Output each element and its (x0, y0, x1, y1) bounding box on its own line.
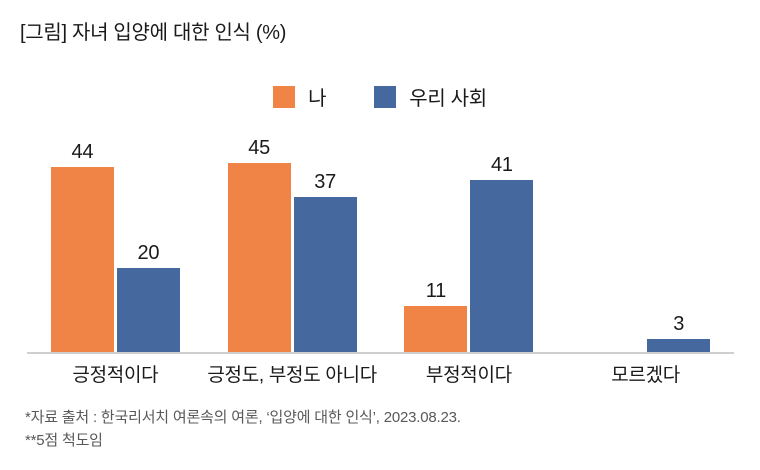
legend-item: 우리 사회 (374, 82, 487, 111)
bar-group: 44 (50, 141, 114, 352)
footnote-source: *자료 출처 : 한국리서치 여론속의 여론, ‘입양에 대한 인식’, 202… (25, 409, 461, 426)
bar-me (404, 306, 468, 352)
bar-group: 11 (404, 280, 468, 352)
category-slot: 11 41 (381, 120, 558, 352)
legend-label: 나 (308, 88, 327, 110)
bar-society (647, 339, 711, 352)
category-label: 부정적이다 (425, 365, 512, 386)
bar-pair: 45 37 (227, 137, 357, 352)
bar-group: 37 (293, 171, 357, 352)
bar-group: 45 (227, 137, 291, 352)
bar-value-label: 44 (71, 141, 94, 163)
bar-value-label: 37 (314, 171, 336, 193)
bar-value-label: 20 (137, 242, 160, 264)
category-label: 긍정적이다 (72, 365, 159, 386)
bar-value-label: 11 (425, 280, 446, 302)
bar-me (50, 167, 114, 352)
bar-group: 20 (116, 242, 180, 352)
plot-area: 44 20 45 37 11 41 3 (27, 120, 734, 354)
footnote-scale: **5점 척도임 (25, 432, 103, 449)
bar-pair: 3 (581, 313, 711, 352)
category-slot: 44 20 (27, 120, 204, 352)
category-axis: 긍정적이다 긍정도, 부정도 아니다 부정적이다 모르겠다 (27, 362, 734, 390)
footnotes: *자료 출처 : 한국리서치 여론속의 여론, ‘입양에 대한 인식’, 202… (25, 406, 461, 452)
category-label: 긍정도, 부정도 아니다 (207, 365, 377, 386)
legend-swatch-icon (374, 85, 397, 108)
bar-group: 3 (647, 313, 711, 352)
legend-item: 나 (273, 82, 327, 111)
category-slot: 3 (557, 120, 734, 352)
bar-group: 41 (470, 154, 534, 352)
bar-society (116, 268, 180, 352)
bar-pair: 44 20 (50, 141, 180, 352)
chart-title: [그림] 자녀 입양에 대한 인식 (%) (20, 22, 287, 44)
bar-value-label: 3 (673, 313, 685, 335)
legend-swatch-icon (273, 85, 296, 108)
category-slot: 45 37 (204, 120, 381, 352)
bar-society (293, 197, 357, 352)
chart-legend: 나 우리 사회 (0, 82, 760, 111)
legend-label: 우리 사회 (409, 88, 487, 110)
bar-value-label: 45 (248, 137, 270, 159)
bar-pair: 11 41 (404, 154, 534, 352)
bar-value-label: 41 (491, 154, 513, 176)
bar-me (227, 163, 291, 352)
bar-society (470, 180, 534, 352)
category-label: 모르겠다 (611, 365, 680, 386)
